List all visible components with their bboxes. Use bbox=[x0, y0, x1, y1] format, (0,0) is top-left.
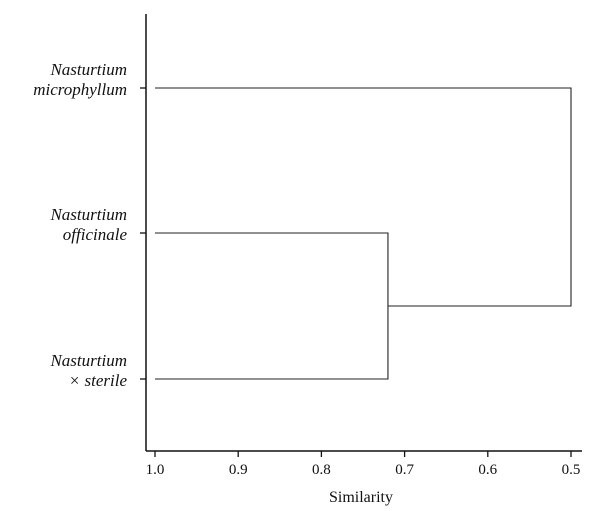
x-tick-label-3: 0.7 bbox=[395, 462, 414, 478]
x-tick-label-4: 0.6 bbox=[478, 462, 497, 478]
clade-officinale-sterile bbox=[155, 232, 389, 380]
x-axis-title: Similarity bbox=[329, 489, 393, 506]
axes bbox=[140, 14, 582, 452]
leaf-label-sterile: Nasturtium × sterile bbox=[49, 351, 127, 390]
leaf-labels: Nasturtium microphyllum Nasturtium officina… bbox=[33, 60, 127, 390]
clade-root bbox=[155, 87, 572, 307]
x-tick-label-0: 1.0 bbox=[146, 462, 165, 478]
x-axis-ticks: 1.0 0.9 0.8 0.7 0.6 0.5 bbox=[146, 451, 581, 478]
leaf-label-officinale: Nasturtium officinale bbox=[49, 205, 127, 244]
x-tick-label-5: 0.5 bbox=[562, 462, 581, 478]
leaf-label-microphyllum: Nasturtium microphyllum bbox=[33, 60, 127, 99]
x-tick-label-2: 0.8 bbox=[312, 462, 331, 478]
x-tick-label-1: 0.9 bbox=[229, 462, 248, 478]
dendrogram-branches bbox=[155, 87, 572, 380]
